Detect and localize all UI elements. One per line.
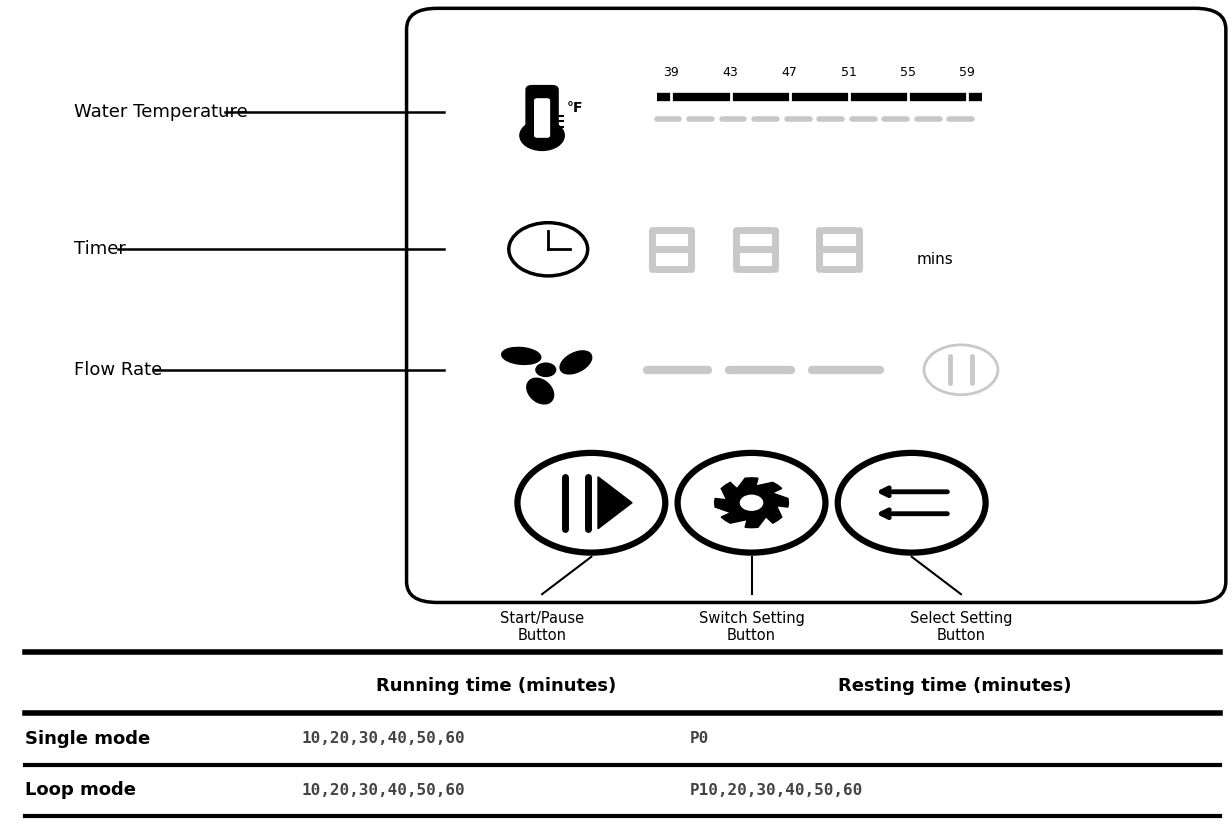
- FancyBboxPatch shape: [526, 86, 558, 140]
- Text: 39: 39: [664, 66, 679, 79]
- Text: 10,20,30,40,50,60: 10,20,30,40,50,60: [302, 783, 466, 798]
- Text: Timer: Timer: [74, 240, 126, 258]
- Circle shape: [536, 363, 556, 376]
- Circle shape: [520, 120, 564, 150]
- Polygon shape: [715, 478, 788, 528]
- Ellipse shape: [501, 347, 541, 365]
- Text: Start/Pause
Button: Start/Pause Button: [500, 611, 584, 643]
- Text: Single mode: Single mode: [25, 730, 150, 748]
- Text: 59: 59: [960, 66, 975, 79]
- Ellipse shape: [561, 351, 591, 374]
- Text: 47: 47: [782, 66, 797, 79]
- Text: P10,20,30,40,50,60: P10,20,30,40,50,60: [690, 783, 864, 798]
- Text: 51: 51: [841, 66, 856, 79]
- Text: °F: °F: [567, 101, 583, 115]
- FancyBboxPatch shape: [535, 99, 549, 137]
- Text: 43: 43: [723, 66, 738, 79]
- Text: Flow Rate: Flow Rate: [74, 361, 163, 379]
- Text: Running time (minutes): Running time (minutes): [376, 676, 616, 695]
- Ellipse shape: [527, 378, 553, 404]
- Text: Loop mode: Loop mode: [25, 781, 136, 799]
- Text: Water Temperature: Water Temperature: [74, 103, 248, 121]
- Text: Select Setting
Button: Select Setting Button: [909, 611, 1013, 643]
- Text: mins: mins: [917, 252, 954, 267]
- Polygon shape: [598, 477, 632, 529]
- Text: 55: 55: [901, 66, 915, 79]
- FancyBboxPatch shape: [407, 8, 1226, 602]
- Text: P0: P0: [690, 731, 710, 746]
- Text: Resting time (minutes): Resting time (minutes): [838, 676, 1072, 695]
- Text: Switch Setting
Button: Switch Setting Button: [699, 611, 804, 643]
- Circle shape: [740, 495, 763, 510]
- Text: 10,20,30,40,50,60: 10,20,30,40,50,60: [302, 731, 466, 746]
